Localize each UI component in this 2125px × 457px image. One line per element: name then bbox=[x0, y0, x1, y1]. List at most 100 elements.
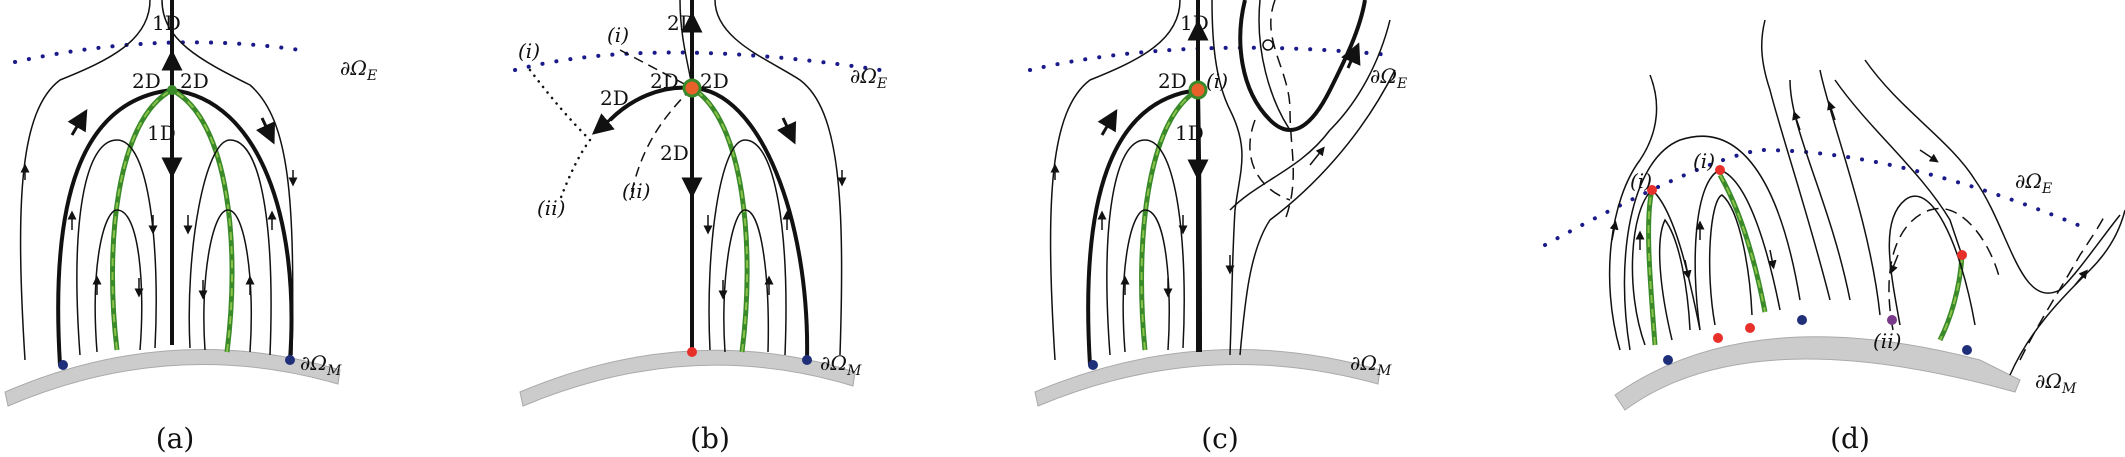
field-line-outer-left bbox=[1049, 0, 1181, 361]
label-ii-right: (ii) bbox=[622, 179, 650, 203]
label-2d-upper-left: 2D bbox=[650, 69, 679, 93]
arrow-right-3 bbox=[1309, 146, 1325, 166]
field-line-5 bbox=[1708, 194, 1753, 326]
arrow-loop-left bbox=[1097, 108, 1118, 136]
outer-line-right bbox=[714, 0, 843, 356]
inner-loop-2 bbox=[1122, 209, 1170, 353]
right-bundle-5 bbox=[1239, 69, 1396, 356]
field-line-3 bbox=[1658, 218, 1691, 341]
red-footpoint-1 bbox=[1713, 333, 1723, 343]
arrow-d-7 bbox=[1827, 100, 1836, 121]
label-1d-mid: 1D bbox=[147, 121, 176, 145]
arrow-d-1 bbox=[1609, 220, 1619, 241]
panel-d: (i) (i) (ii) ∂ΩE ∂ΩM (d) bbox=[1543, 19, 2125, 455]
label-2d-left: 2D bbox=[600, 86, 629, 110]
label-i-left: (i) bbox=[1630, 169, 1652, 193]
label-1d-top: 1D bbox=[152, 11, 181, 35]
field-line-7 bbox=[1760, 19, 1831, 301]
dashed-curve-2 bbox=[2019, 214, 2106, 361]
panel-b: 2D (i) (i) 2D 2D 2D 2D (ii) (ii) ∂ΩE ∂ΩM… bbox=[513, 0, 887, 455]
right-bundle-3 bbox=[1258, 0, 1291, 131]
separatrix-left bbox=[608, 85, 693, 122]
label-ii-left: (ii) bbox=[537, 196, 565, 220]
field-line-1 bbox=[1608, 74, 1658, 351]
field-line-13 bbox=[2009, 209, 2125, 376]
magnetosphere-surface bbox=[4, 349, 341, 407]
separatrix-right bbox=[691, 86, 810, 361]
label-2d-left: 2D bbox=[132, 69, 161, 93]
arrow-loop-left bbox=[67, 108, 88, 136]
arrow-d-6 bbox=[1792, 110, 1801, 131]
label-1d-mid: 1D bbox=[1175, 121, 1204, 145]
blue-footpoint-right bbox=[285, 355, 295, 365]
label-boundary-e: ∂ΩE bbox=[850, 64, 887, 92]
caption-c: (c) bbox=[1201, 422, 1239, 455]
label-2d-right: 2D bbox=[180, 69, 209, 93]
red-point-1 bbox=[1647, 185, 1657, 195]
green-curve-2-dash bbox=[1719, 174, 1766, 313]
dashed-line-2 bbox=[629, 87, 693, 201]
green-node bbox=[167, 85, 177, 95]
magnetosphere-surface bbox=[1034, 349, 1381, 407]
arrow-d-10 bbox=[2074, 269, 2088, 286]
blue-footpoint-left bbox=[58, 360, 68, 370]
dotted-connector bbox=[528, 68, 592, 202]
blue-footpoint bbox=[1088, 360, 1098, 370]
arrow-loop-right bbox=[256, 117, 276, 145]
label-ii: (ii) bbox=[1873, 329, 1901, 353]
null-point bbox=[682, 78, 702, 98]
dotted-boundary-e bbox=[1028, 45, 1392, 72]
label-boundary-e: ∂ΩE bbox=[1370, 64, 1407, 92]
arrow-d-8 bbox=[1919, 149, 1939, 163]
red-point-2 bbox=[1715, 165, 1725, 175]
arrow-right-2 bbox=[1341, 42, 1361, 69]
dotted-boundary-e bbox=[13, 40, 302, 64]
label-boundary-e: ∂ΩE bbox=[340, 56, 377, 84]
label-boundary-m: ∂ΩM bbox=[2035, 369, 2077, 397]
dashed-curve bbox=[1249, 0, 1294, 221]
open-circle bbox=[1262, 39, 1274, 51]
label-2d-left: 2D bbox=[1158, 69, 1187, 93]
label-i: (i) bbox=[1206, 69, 1228, 93]
blue-footpoint-1 bbox=[1663, 355, 1673, 365]
green-curve-dash bbox=[691, 87, 749, 353]
blue-footpoint bbox=[802, 355, 812, 365]
field-line-outer-right bbox=[161, 0, 294, 356]
inner-loop-1 bbox=[1106, 139, 1185, 356]
label-i-left: (i) bbox=[518, 39, 540, 63]
dashed-line-1 bbox=[619, 49, 693, 89]
label-boundary-m: ∂ΩM bbox=[300, 351, 342, 379]
magnetosphere-surface bbox=[519, 349, 856, 407]
red-footpoint-2 bbox=[1745, 323, 1755, 333]
caption-d: (d) bbox=[1830, 422, 1870, 455]
green-curve-right-dash bbox=[171, 89, 233, 353]
field-line-12 bbox=[1834, 79, 1963, 256]
null-point bbox=[1188, 80, 1208, 100]
label-2d-top: 2D bbox=[667, 11, 696, 35]
label-boundary-e: ∂ΩE bbox=[2015, 169, 2052, 197]
inner-loop-1 bbox=[76, 139, 157, 356]
right-bundle-4 bbox=[1229, 19, 1391, 211]
blue-footpoint-2 bbox=[1797, 315, 1807, 325]
arrow-loop-right bbox=[777, 117, 797, 145]
inner-loop-2 bbox=[94, 209, 143, 353]
field-line-6 bbox=[1623, 135, 1801, 351]
purple-footpoint bbox=[1887, 315, 1897, 325]
dotted-boundary-e bbox=[1543, 147, 2092, 247]
panel-c: 1D 2D (i) 1D ∂ΩE ∂ΩM (c) bbox=[1028, 0, 1407, 455]
arrow-d-3 bbox=[1682, 259, 1692, 280]
red-point-3 bbox=[1957, 250, 1967, 260]
label-2d-mid: 2D bbox=[660, 141, 689, 165]
label-boundary-m: ∂ΩM bbox=[1350, 351, 1392, 379]
right-bundle-1 bbox=[1211, 0, 1243, 356]
inner-loop-2 bbox=[723, 209, 770, 353]
field-line-8 bbox=[1789, 79, 1851, 301]
green-curve-left-dash bbox=[1140, 89, 1199, 351]
panel-a: 1D 2D 2D 1D ∂ΩE ∂ΩM (a) bbox=[4, 0, 377, 455]
arrow-d-5 bbox=[1767, 249, 1777, 270]
field-line-4 bbox=[1694, 169, 1781, 331]
label-1d-top: 1D bbox=[1180, 11, 1209, 35]
blue-footpoint-3 bbox=[1962, 345, 1972, 355]
green-curve-1-dash bbox=[1647, 189, 1656, 346]
